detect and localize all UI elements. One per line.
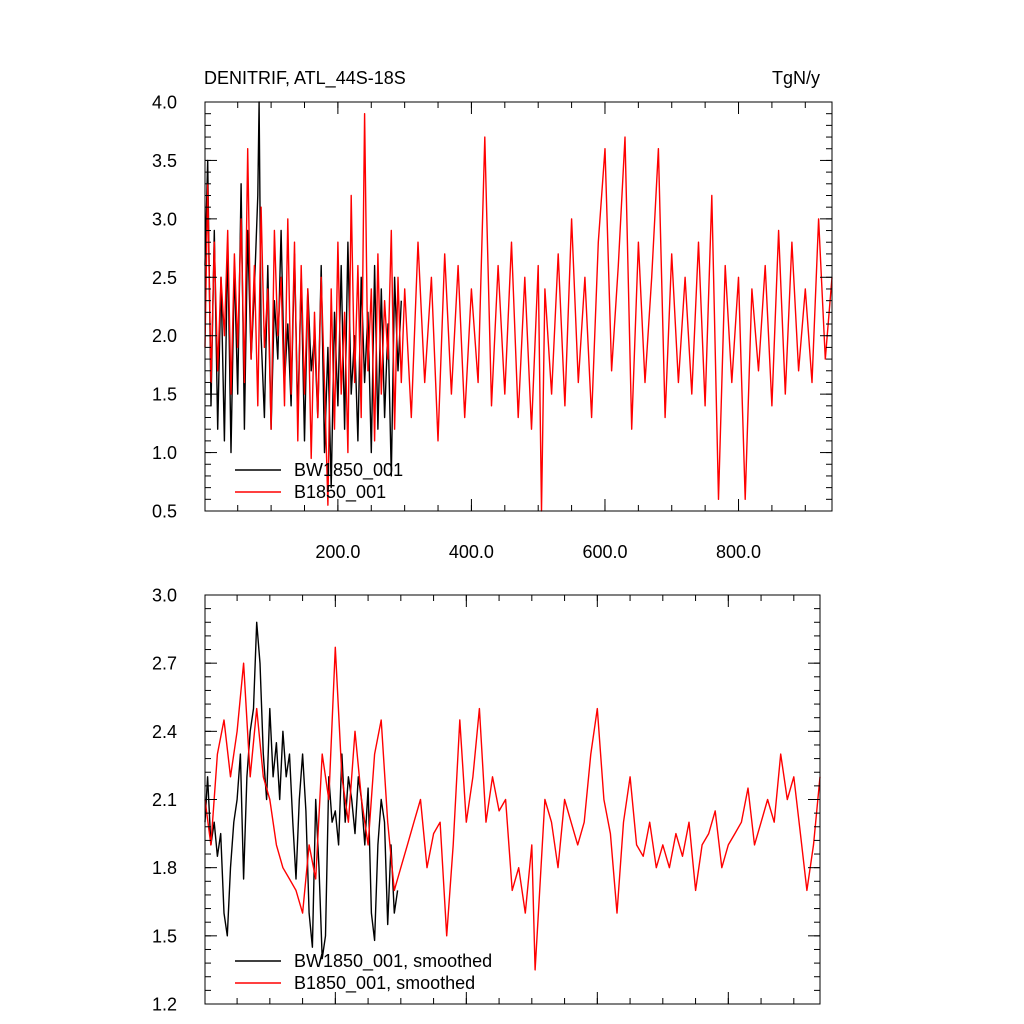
y-tick-label: 1.2 (152, 995, 177, 1015)
top-panel-series-lines (204, 101, 833, 512)
y-tick-label: 1.5 (152, 385, 177, 405)
series-line-b1850 (204, 646, 821, 971)
y-tick-label: 2.0 (152, 326, 177, 346)
x-tick-label: 400.0 (449, 542, 494, 562)
bottom-panel-axes: 1.2 1.5 1.8 2.1 2.4 2.7 3.0 (152, 586, 820, 1015)
bottom-panel-series-lines (204, 621, 821, 971)
top-panel-units: TgN/y (772, 68, 820, 88)
y-tick-label: 3.0 (152, 209, 177, 229)
top-panel-axes: 0.5 1.0 1.5 2.0 2.5 3.0 3.5 4.0 200.0 400.0 600.0 8… (152, 93, 832, 562)
y-tick-label: 2.4 (152, 722, 177, 742)
y-tick-label: 2.1 (152, 790, 177, 810)
y-tick-label: 2.5 (152, 268, 177, 288)
top-panel-title: DENITRIF, ATL_44S-18S (204, 68, 406, 89)
top-panel: DENITRIF, ATL_44S-18S TgN/y 0.5 1.0 1.5 2.0… (152, 68, 833, 562)
bottom-panel: 1.2 1.5 1.8 2.1 2.4 2.7 3.0 BW1850_001, smooth… (152, 586, 821, 1015)
x-tick-label: 600.0 (582, 542, 627, 562)
series-line-b1850 (204, 112, 833, 512)
y-tick-label: 1.8 (152, 858, 177, 878)
y-tick-label: 1.0 (152, 443, 177, 463)
y-tick-label: 0.5 (152, 502, 177, 522)
top-panel-frame (204, 101, 833, 512)
x-tick-label: 800.0 (716, 542, 761, 562)
legend-label: B1850_001 (294, 482, 386, 503)
y-tick-label: 2.7 (152, 654, 177, 674)
y-tick-label: 1.5 (152, 926, 177, 946)
y-tick-label: 4.0 (152, 93, 177, 113)
y-tick-label: 3.0 (152, 586, 177, 606)
legend-label: B1850_001, smoothed (294, 973, 475, 994)
series-line-bw1850 (204, 621, 399, 960)
legend-label: BW1850_001, smoothed (294, 951, 492, 972)
legend-label: BW1850_001 (294, 460, 403, 481)
y-tick-label: 3.5 (152, 151, 177, 171)
x-tick-label: 200.0 (315, 542, 360, 562)
